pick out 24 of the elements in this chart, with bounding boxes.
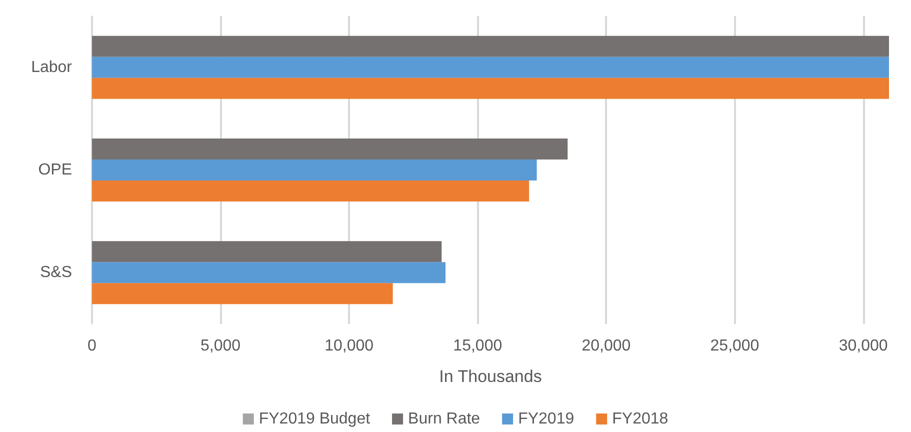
x-tick-label: 15,000 — [453, 338, 502, 354]
bar — [92, 283, 393, 304]
bar — [92, 56, 889, 78]
bar — [92, 180, 530, 202]
x-tick-label: 0 — [88, 338, 97, 354]
x-tick-label: 20,000 — [582, 338, 631, 354]
x-tick-label: 10,000 — [324, 338, 374, 354]
legend-label: FY2019 Budget — [258, 410, 371, 428]
legend-label: FY2018 — [612, 410, 668, 428]
bar — [92, 241, 442, 262]
x-tick-label: 5,000 — [200, 338, 241, 354]
legend-label: Burn Rate — [408, 410, 480, 428]
x-tick-label: 30,000 — [838, 338, 888, 354]
bar — [92, 160, 537, 180]
bar — [92, 262, 446, 284]
y-tick-label: OPE — [38, 162, 72, 178]
bar — [92, 138, 568, 160]
y-tick-label: S&S — [40, 264, 72, 282]
bar — [92, 36, 889, 57]
x-axis-title: In Thousands — [439, 367, 542, 386]
bar — [92, 78, 889, 99]
legend-label: FY2019 — [518, 410, 574, 428]
x-tick-label: 25,000 — [710, 338, 760, 354]
y-tick-label: Labor — [31, 58, 73, 76]
